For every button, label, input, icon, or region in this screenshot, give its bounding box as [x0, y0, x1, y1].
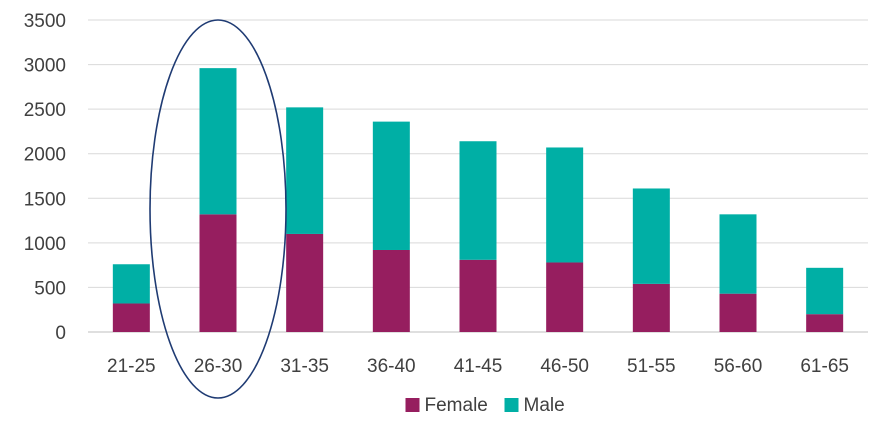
- highlight-ellipse: [149, 19, 287, 399]
- bar-female-36-40: [372, 249, 410, 332]
- bar-male-26-30: [199, 68, 237, 215]
- bar-male-31-35: [286, 107, 324, 234]
- x-tick-label: 46-50: [540, 356, 589, 377]
- y-tick-label: 1000: [24, 234, 66, 255]
- x-tick-label: 21-25: [107, 356, 156, 377]
- x-tick-label: 36-40: [367, 356, 416, 377]
- x-axis: 21-25 26-30 31-35 36-40 41-45 46-50 51-55 56-60…: [107, 356, 849, 377]
- y-axis: 0 500 1000 1500 2000 2500 3000 3500: [24, 11, 66, 344]
- x-tick-label: 41-45: [454, 356, 503, 377]
- x-tick-label: 56-60: [714, 356, 763, 377]
- bars: [112, 68, 844, 332]
- y-tick-label: 500: [34, 278, 66, 299]
- bar-female-51-55: [632, 283, 670, 332]
- y-tick-label: 3000: [24, 56, 66, 77]
- legend: Female Male: [405, 395, 565, 416]
- y-tick-label: 2000: [24, 145, 66, 166]
- bar-female-46-50: [546, 262, 584, 332]
- bar-female-26-30: [199, 214, 237, 332]
- legend-swatch-female: [405, 398, 420, 412]
- bar-male-46-50: [546, 147, 584, 263]
- bar-male-21-25: [112, 264, 150, 304]
- x-tick-label: 31-35: [280, 356, 329, 377]
- bar-female-41-45: [459, 259, 497, 332]
- y-tick-label: 1500: [24, 189, 66, 210]
- y-tick-label: 0: [55, 323, 66, 344]
- bar-male-41-45: [459, 141, 497, 260]
- bar-male-56-60: [719, 214, 757, 294]
- bar-female-21-25: [112, 303, 150, 332]
- x-tick-label: 61-65: [800, 356, 849, 377]
- highlight-annotation: [149, 19, 287, 399]
- legend-label-male: Male: [524, 395, 565, 416]
- bar-female-61-65: [806, 314, 844, 332]
- bar-male-51-55: [632, 188, 670, 284]
- bar-male-61-65: [806, 267, 844, 315]
- bar-male-36-40: [372, 121, 410, 250]
- bar-female-31-35: [286, 233, 324, 332]
- x-tick-label: 26-30: [194, 356, 243, 377]
- y-tick-label: 2500: [24, 100, 66, 121]
- legend-label-female: Female: [425, 395, 488, 416]
- legend-swatch-male: [504, 398, 519, 412]
- x-tick-label: 51-55: [627, 356, 676, 377]
- bar-female-56-60: [719, 293, 757, 332]
- y-tick-label: 3500: [24, 11, 66, 32]
